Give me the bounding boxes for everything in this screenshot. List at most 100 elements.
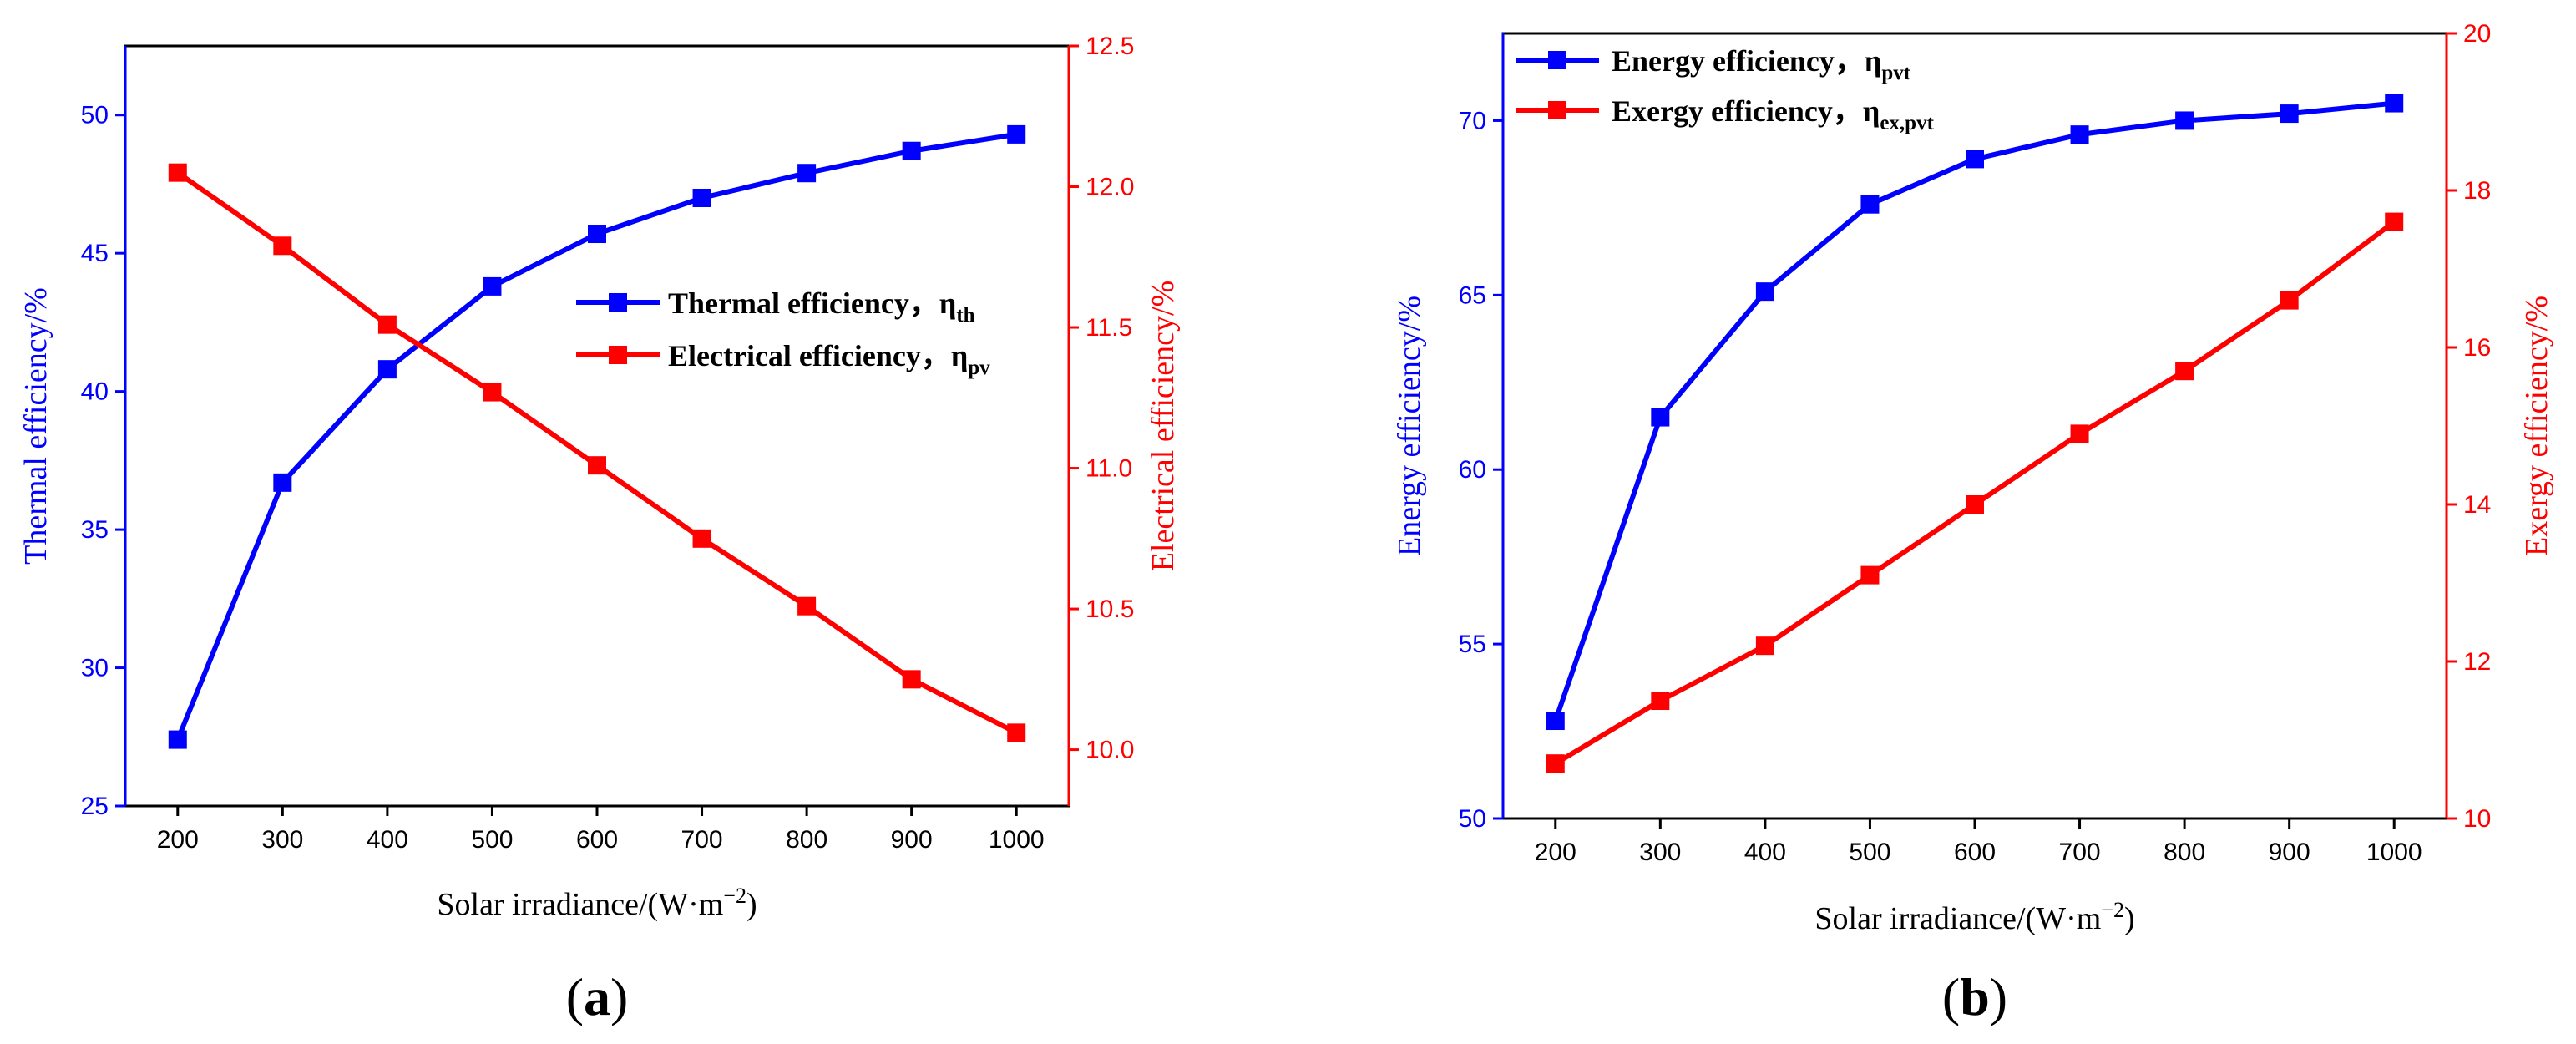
right-axis-ticks: 10.0 10.5 11.0 11.5 12.0 12.5 [1067, 33, 1134, 806]
left-tick-label: 25 [81, 793, 109, 820]
x-tick-label: 900 [891, 826, 933, 854]
legend-label-exergy: Exergy efficiency，ηex,pvt [1612, 94, 1935, 134]
x-tick-label: 1000 [2366, 839, 2422, 866]
left-axis-ticks: 50 55 60 65 70 [1459, 33, 1505, 833]
x-tick-label: 1000 [989, 826, 1045, 854]
legend-marker-exergy [1548, 101, 1566, 119]
right-axis-title: Exergy efficiency/% [2519, 296, 2554, 556]
x-tick-label: 400 [367, 826, 408, 854]
data-point [1755, 282, 1774, 302]
data-point [902, 670, 921, 689]
data-point [273, 473, 292, 492]
right-tick-label: 10.5 [1086, 595, 1134, 623]
left-tick-label: 65 [1459, 281, 1486, 309]
data-point [588, 456, 606, 475]
data-point [902, 141, 921, 160]
x-tick-label: 700 [681, 826, 723, 854]
right-axis-ticks: 10 12 14 16 18 20 [2445, 20, 2491, 833]
data-point [1546, 712, 1565, 731]
legend-label-thermal: Thermal efficiency，ηth [668, 286, 975, 327]
legend: Thermal efficiency，ηth Electrical effici… [576, 286, 990, 379]
right-tick-label: 10.0 [1086, 737, 1134, 764]
x-tick-label: 300 [1639, 839, 1681, 866]
data-point [1966, 495, 1984, 514]
data-point [1755, 636, 1774, 656]
x-tick-label: 800 [786, 826, 827, 854]
x-tick-label: 200 [1535, 839, 1576, 866]
data-point [1966, 150, 1984, 169]
left-tick-label: 45 [81, 240, 109, 267]
legend-label-electrical: Electrical efficiency，ηpv [668, 339, 990, 379]
left-tick-label: 40 [81, 378, 109, 406]
data-point [2175, 362, 2194, 381]
left-tick-label: 35 [81, 516, 109, 544]
legend-label-energy: Energy efficiency，ηpvt [1612, 44, 1911, 84]
data-point [692, 529, 711, 548]
left-axis-title: Energy efficiency/% [1392, 296, 1427, 556]
legend-marker-electrical [609, 346, 627, 364]
right-tick-label: 18 [2463, 177, 2491, 205]
chart-b: 50 55 60 65 70 10 12 14 16 18 20 200 300 400 500 600 7… [1392, 20, 2554, 1026]
x-axis-title: Solar irradiance/(W·m−2) [437, 884, 757, 922]
data-point [1007, 723, 1026, 742]
legend-marker-thermal [609, 293, 627, 312]
data-point [2070, 424, 2089, 443]
right-tick-label: 16 [2463, 334, 2491, 362]
left-tick-label: 60 [1459, 456, 1486, 484]
chart-a: 25 30 35 40 45 50 10.0 10.5 11.0 11.5 12.0 12.5 20… [18, 33, 1181, 1026]
panel-label-b: (b) [1942, 967, 2007, 1026]
right-tick-label: 12 [2463, 648, 2491, 676]
right-tick-label: 11.0 [1086, 455, 1132, 483]
data-point [2280, 104, 2299, 124]
data-point [2385, 212, 2404, 231]
right-tick-label: 12.0 [1086, 174, 1134, 201]
data-point [692, 189, 711, 207]
data-point [1546, 754, 1565, 773]
data-point [483, 276, 502, 296]
left-tick-label: 70 [1459, 107, 1486, 134]
left-tick-label: 50 [1459, 805, 1486, 833]
x-tick-label: 400 [1744, 839, 1786, 866]
x-axis-ticks: 200 300 400 500 600 700 800 900 1000 [157, 806, 1045, 854]
left-axis-ticks: 25 30 35 40 45 50 [81, 46, 127, 820]
data-point [1860, 565, 1880, 585]
data-point [168, 163, 187, 182]
x-tick-label: 600 [576, 826, 618, 854]
data-point [273, 236, 292, 256]
right-tick-label: 10 [2463, 805, 2491, 833]
data-point [1651, 692, 1670, 710]
panel-label-a: (a) [566, 967, 629, 1026]
right-tick-label: 12.5 [1086, 33, 1134, 60]
right-tick-label: 20 [2463, 20, 2491, 48]
data-point [2385, 94, 2404, 113]
series-group [168, 124, 1026, 749]
legend: Energy efficiency，ηpvt Exergy efficiency… [1516, 44, 1935, 134]
left-tick-label: 55 [1459, 631, 1486, 658]
data-point [2280, 291, 2299, 310]
data-point [797, 596, 817, 616]
data-point [2175, 111, 2194, 130]
x-tick-label: 700 [2059, 839, 2101, 866]
legend-marker-energy [1548, 51, 1566, 69]
x-tick-label: 900 [2269, 839, 2310, 866]
left-tick-label: 30 [81, 655, 109, 682]
right-tick-label: 14 [2463, 491, 2491, 519]
left-tick-label: 50 [81, 102, 109, 129]
right-tick-label: 11.5 [1086, 314, 1132, 342]
data-point [377, 315, 397, 334]
data-point [168, 730, 187, 749]
x-tick-label: 500 [1849, 839, 1890, 866]
data-point [1651, 408, 1670, 427]
data-point [1860, 195, 1880, 214]
data-point [483, 383, 502, 402]
right-axis-title: Electrical efficiency/% [1146, 281, 1181, 571]
x-tick-label: 200 [157, 826, 199, 854]
x-axis-title: Solar irradiance/(W·m−2) [1814, 898, 2134, 936]
series-group [1546, 94, 2404, 773]
x-tick-label: 800 [2164, 839, 2205, 866]
x-tick-label: 500 [471, 826, 513, 854]
x-tick-label: 600 [1954, 839, 1996, 866]
x-tick-label: 300 [261, 826, 303, 854]
data-point [797, 164, 817, 183]
